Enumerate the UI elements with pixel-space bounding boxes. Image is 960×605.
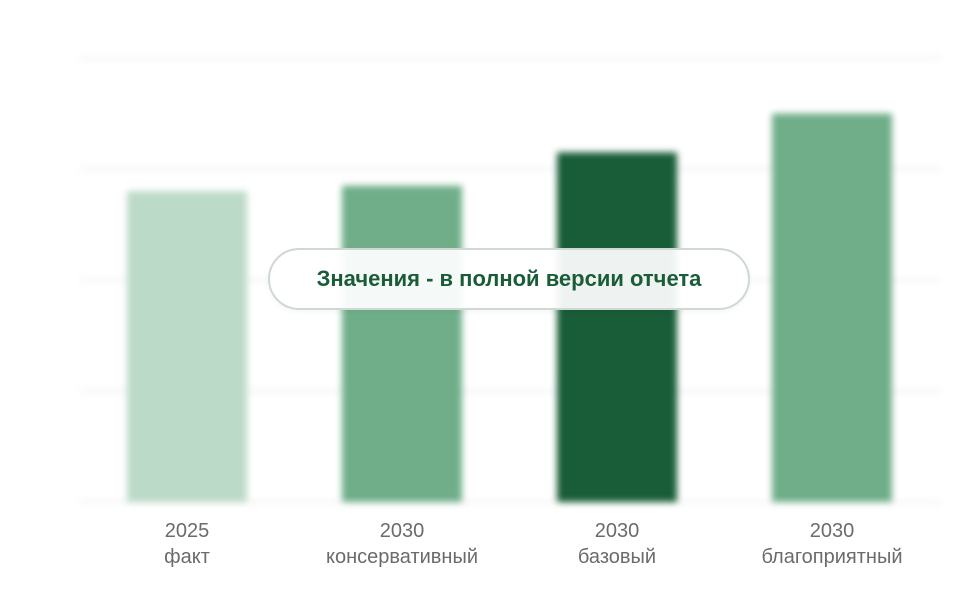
x-tick-label-scenario: факт [164, 546, 210, 568]
x-tick-label: 2025 факт [164, 520, 210, 568]
bar-2 [342, 185, 462, 502]
locked-values-badge: Значения - в полной версии отчета [268, 248, 750, 310]
x-tick-label-scenario: благоприятный [761, 546, 902, 568]
x-tick-label-year: 2030 [380, 520, 425, 542]
bar-4 [772, 113, 892, 502]
x-tick-label: 2030 благоприятный [761, 520, 902, 568]
x-tick-label-year: 2025 [165, 520, 210, 542]
x-tick-label-year: 2030 [810, 520, 855, 542]
bars [127, 113, 892, 502]
x-tick-label: 2030 базовый [578, 520, 656, 568]
bar-3 [557, 152, 677, 502]
bar-1 [127, 191, 247, 502]
x-tick-label-scenario: базовый [578, 546, 656, 568]
x-tick-label-year: 2030 [595, 520, 640, 542]
plot-area [80, 57, 940, 503]
x-tick-label-scenario: консервативный [326, 546, 478, 568]
x-tick-label: 2030 консервативный [326, 520, 478, 568]
